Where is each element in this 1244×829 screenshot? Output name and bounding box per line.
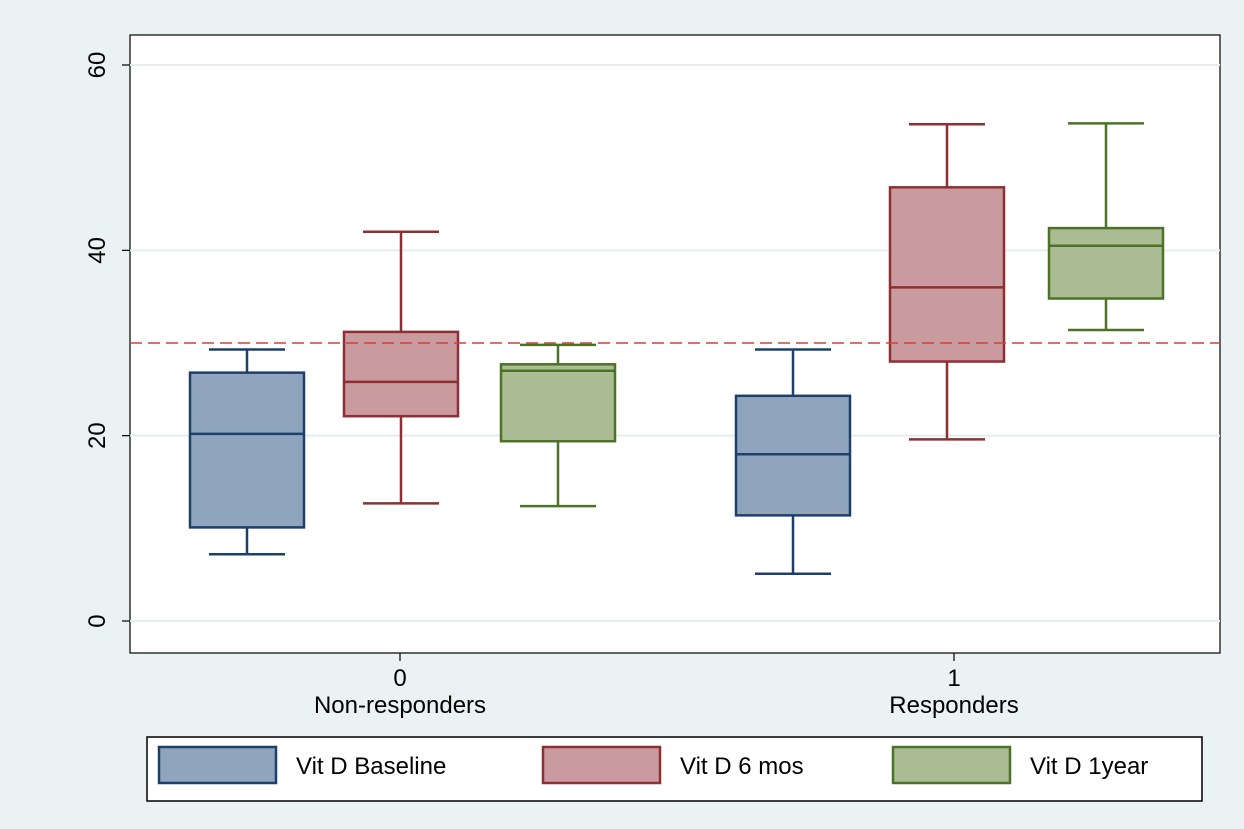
y-tick-label: 0 bbox=[84, 614, 111, 627]
y-axis: 0 20 40 60 bbox=[84, 52, 130, 628]
box-vit-d-1year-0 bbox=[499, 343, 617, 508]
box-vit-d-baseline-1 bbox=[734, 348, 852, 575]
x-tick-code: 0 bbox=[393, 665, 406, 692]
legend-box bbox=[146, 736, 1203, 802]
legend: Vit D Baseline Vit D 6 mos Vit D 1year bbox=[146, 736, 1203, 802]
y-tick-label: 60 bbox=[84, 52, 111, 79]
box-vit-d-6-mos-1 bbox=[888, 123, 1006, 441]
iqr-box bbox=[342, 330, 460, 418]
legend-label: Vit D 6 mos bbox=[680, 753, 804, 780]
y-tick-label: 40 bbox=[84, 237, 111, 264]
legend-swatch bbox=[541, 745, 662, 785]
box-vit-d-6-mos-0 bbox=[342, 230, 460, 505]
boxes bbox=[188, 122, 1165, 575]
gridlines bbox=[130, 64, 1220, 622]
iqr-box bbox=[888, 186, 1006, 363]
legend-label: Vit D Baseline bbox=[296, 753, 446, 780]
iqr-box bbox=[1047, 226, 1165, 300]
x-tick-label: Non-responders bbox=[314, 692, 486, 719]
x-tick-code: 1 bbox=[947, 665, 960, 692]
iqr-box bbox=[499, 363, 617, 443]
legend-item: Vit D Baseline bbox=[157, 745, 446, 785]
x-tick-label: Responders bbox=[889, 692, 1018, 719]
legend-item: Vit D 6 mos bbox=[541, 745, 804, 785]
legend-swatch bbox=[891, 745, 1012, 785]
iqr-box bbox=[734, 394, 852, 517]
box-vit-d-1year-1 bbox=[1047, 122, 1165, 332]
legend-label: Vit D 1year bbox=[1030, 753, 1148, 780]
y-tick-label: 20 bbox=[84, 422, 111, 449]
legend-swatch bbox=[157, 745, 278, 785]
box-vit-d-baseline-0 bbox=[188, 348, 306, 556]
legend-item: Vit D 1year bbox=[891, 745, 1148, 785]
iqr-box bbox=[188, 371, 306, 529]
plot-area bbox=[129, 34, 1221, 654]
